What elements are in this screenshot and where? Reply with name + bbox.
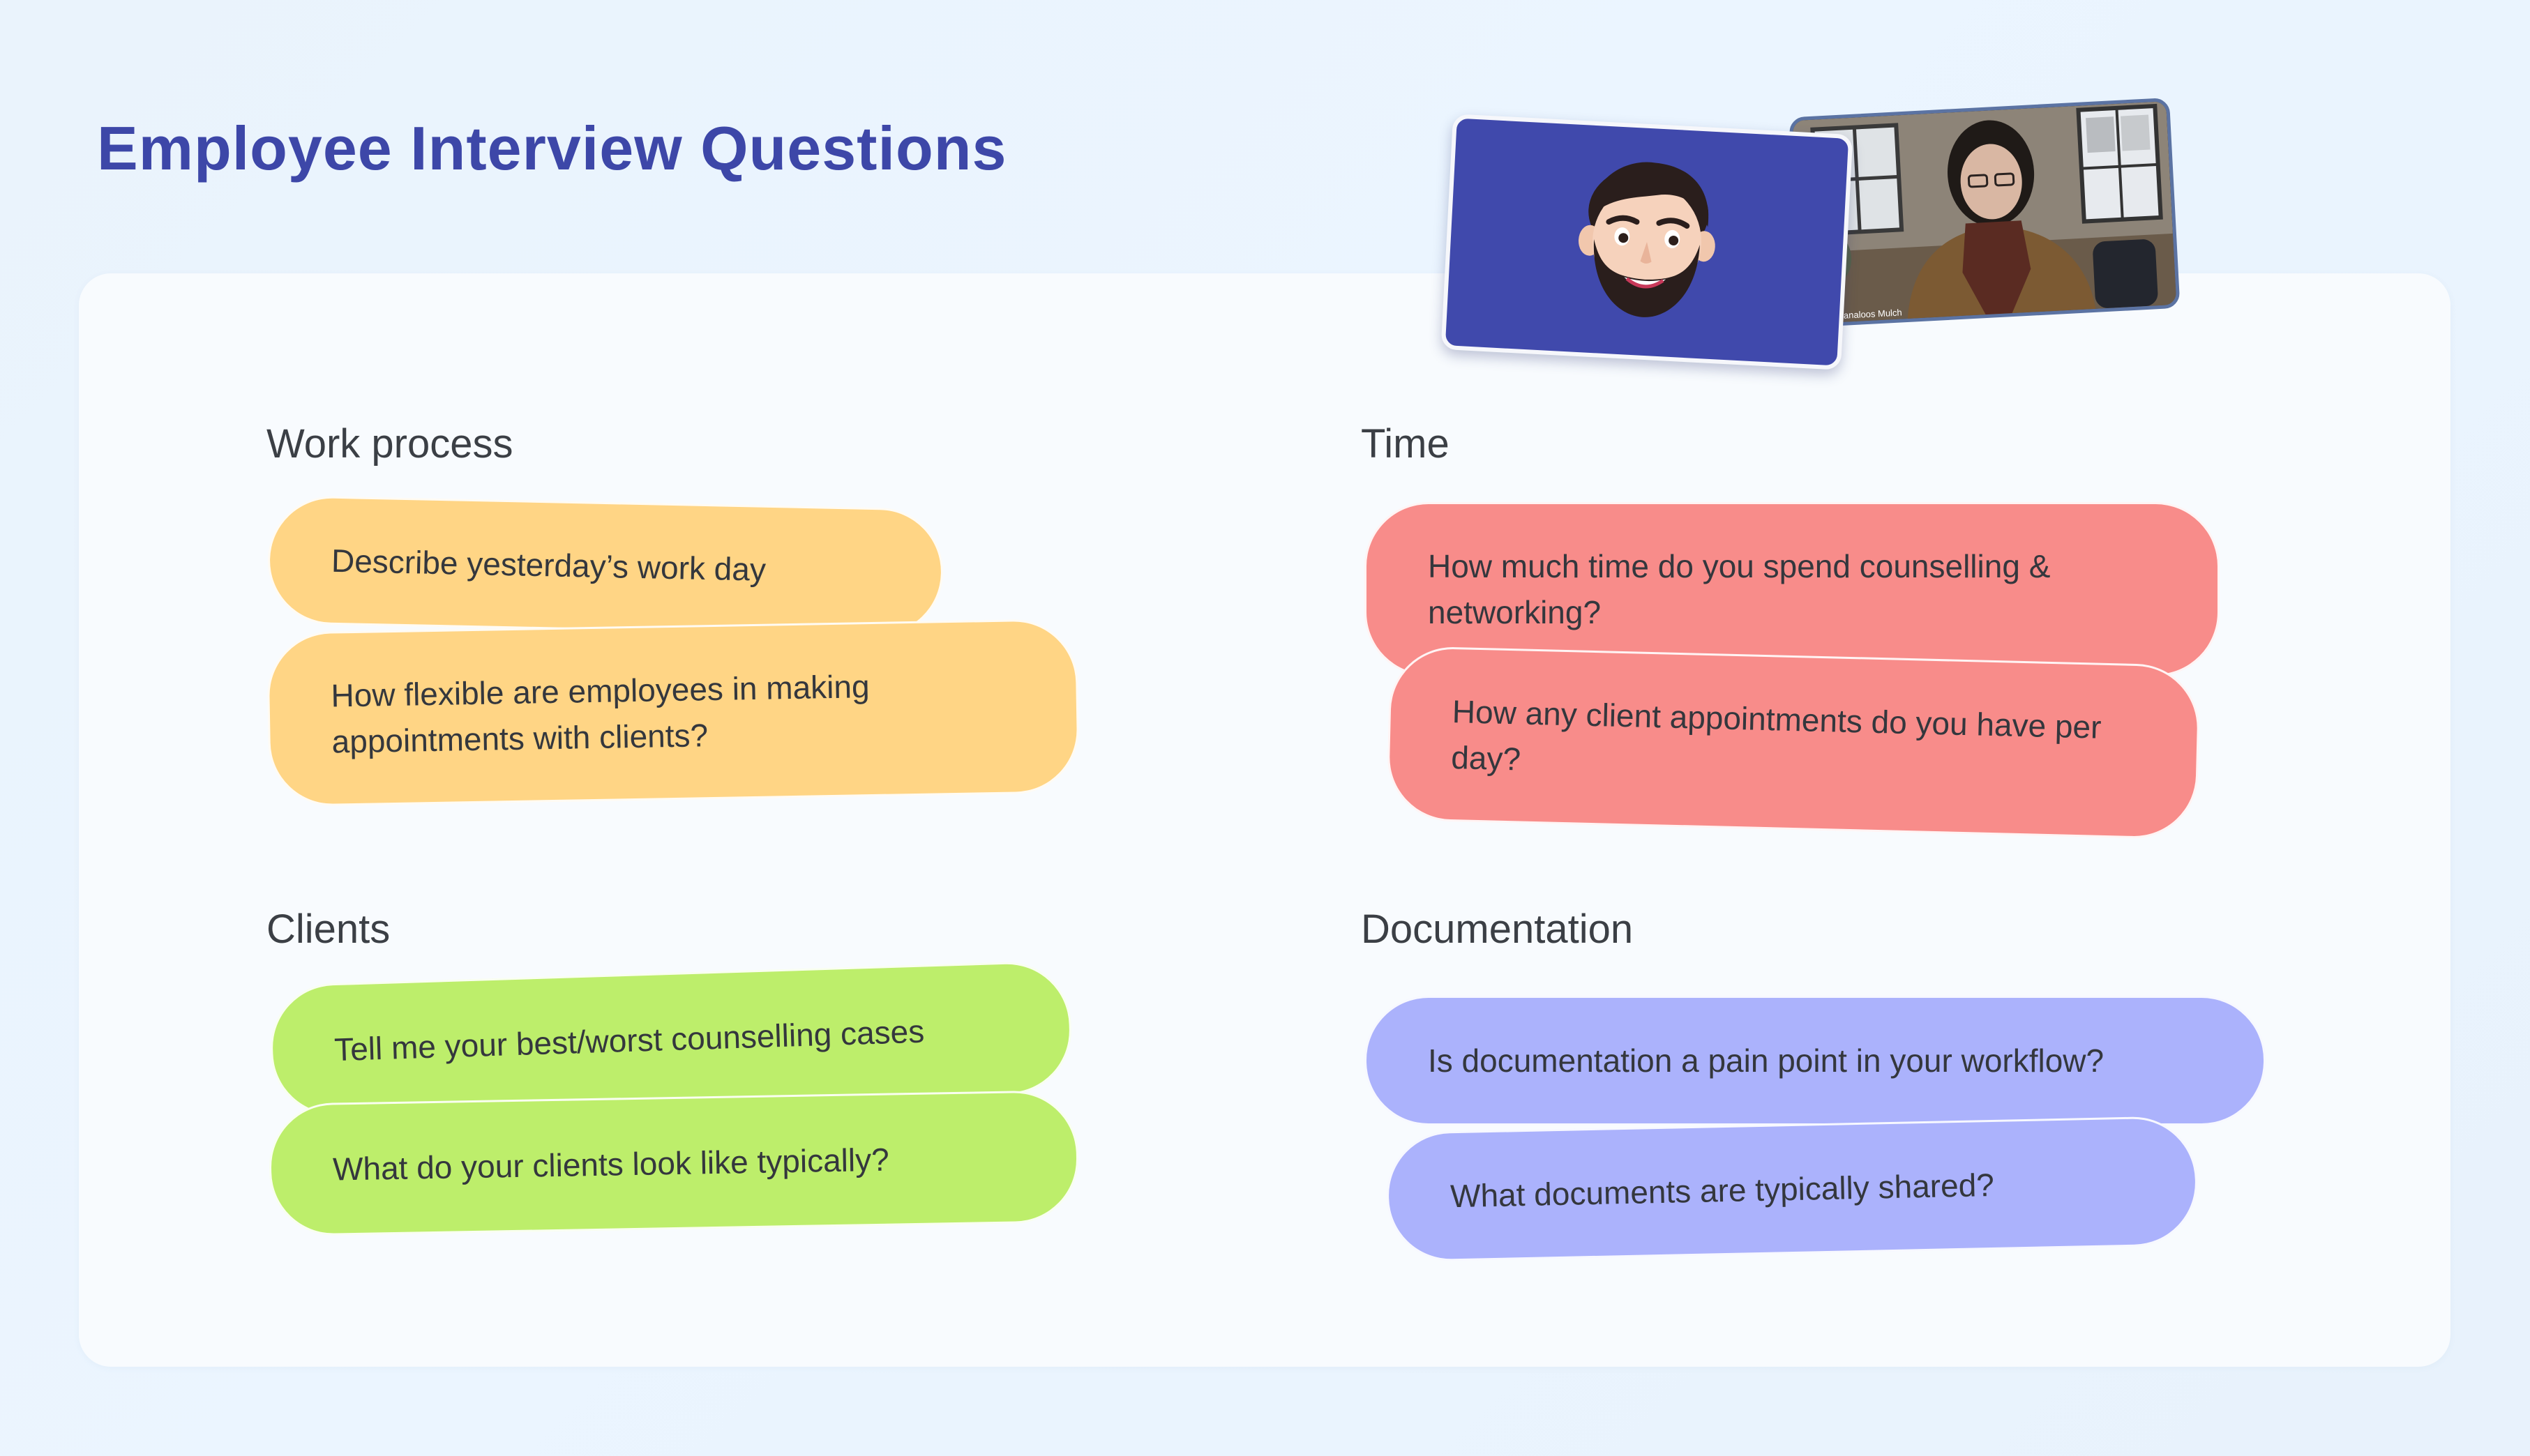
- participant-video-feed: [1792, 101, 2177, 324]
- sticky-note-text: Describe yesterday’s work day: [331, 542, 767, 588]
- sticky-note-text: What do your clients look like typically…: [332, 1141, 890, 1188]
- sticky-note-text: How any client appointments do you have …: [1450, 693, 2102, 778]
- self-avatar-tile[interactable]: [1440, 114, 1853, 370]
- sticky-note-text: How much time do you spend counselling &…: [1428, 548, 2051, 630]
- page-title: Employee Interview Questions: [97, 114, 1007, 183]
- sticky-note-time-2[interactable]: How any client appointments do you have …: [1386, 645, 2201, 840]
- sticky-note-work-process-1[interactable]: Describe yesterday’s work day: [266, 494, 944, 638]
- sticky-note-documentation-2[interactable]: What documents are typically shared?: [1385, 1115, 2199, 1263]
- section-title-work-process: Work process: [266, 421, 513, 467]
- sticky-note-documentation-1[interactable]: Is documentation a pain point in your wo…: [1364, 996, 2266, 1125]
- sticky-note-text: Is documentation a pain point in your wo…: [1428, 1042, 2104, 1079]
- sticky-note-text: How flexible are employees in making app…: [331, 668, 870, 760]
- sticky-note-text: What documents are typically shared?: [1450, 1166, 1995, 1215]
- participant-video-tile[interactable]: Janaloos Mulch: [1789, 97, 2181, 328]
- sticky-note-clients-2[interactable]: What do your clients look like typically…: [268, 1089, 1080, 1237]
- section-title-time: Time: [1361, 421, 1450, 467]
- sticky-note-work-process-2[interactable]: How flexible are employees in making app…: [266, 618, 1080, 807]
- sticky-note-text: Tell me your best/worst counselling case…: [333, 1013, 925, 1068]
- section-title-documentation: Documentation: [1361, 907, 1634, 952]
- sticky-note-time-1[interactable]: How much time do you spend counselling &…: [1364, 502, 2220, 676]
- memoji-avatar-icon: [1578, 162, 1715, 317]
- section-title-clients: Clients: [266, 907, 391, 952]
